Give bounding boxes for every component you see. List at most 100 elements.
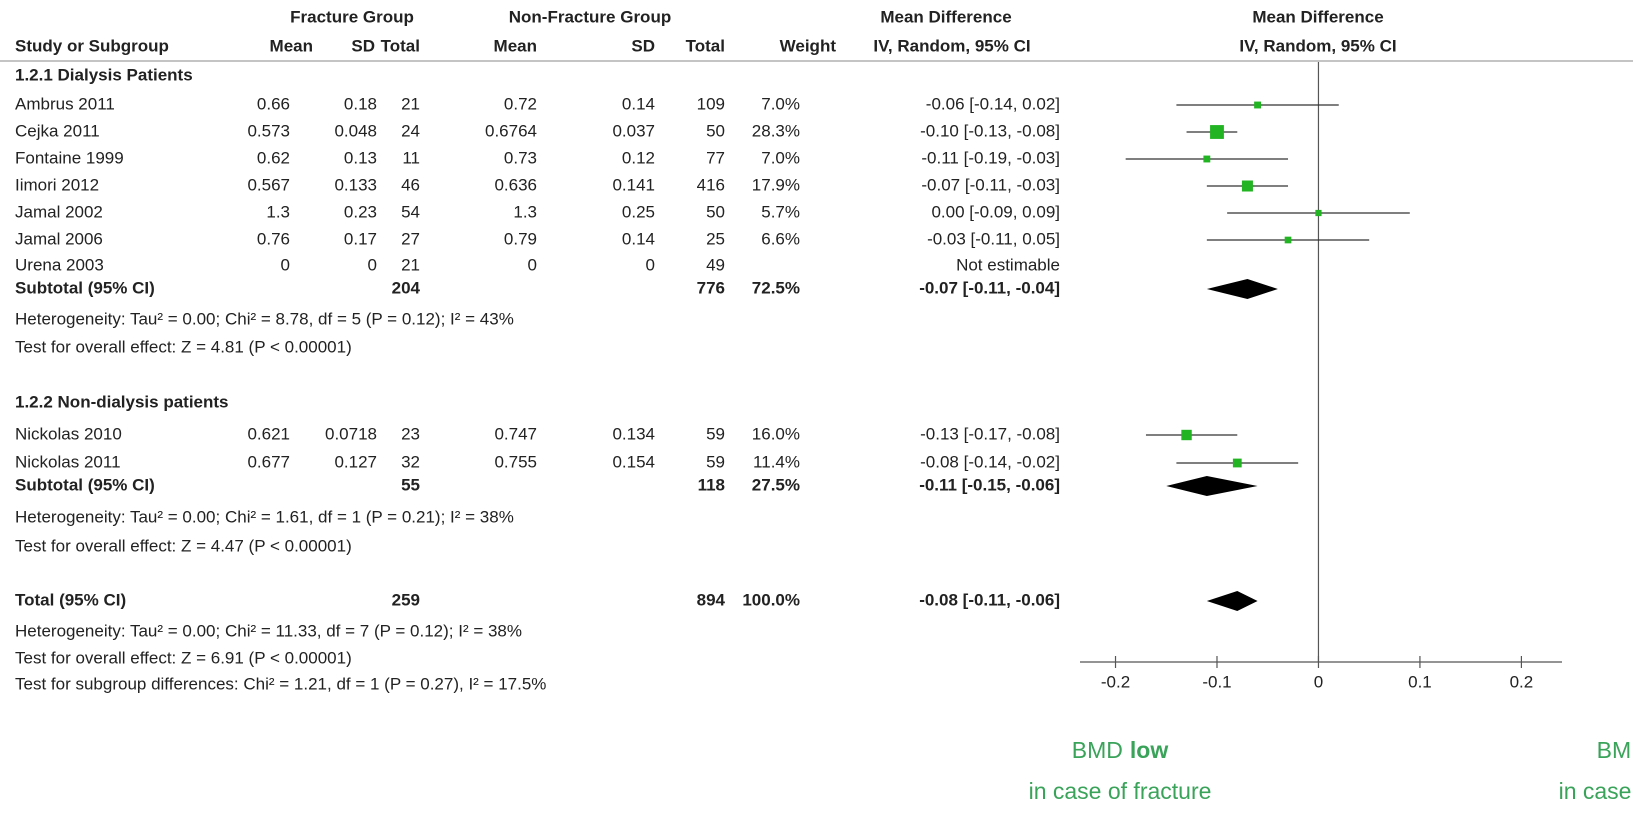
cell-sd2: 0 [646,255,655,274]
cell-sd2: 0.12 [622,148,655,167]
cell-sd2: 0.141 [612,175,655,194]
weight-square [1284,236,1292,244]
cell-mean1: 0.567 [247,175,290,194]
weight: 6.6% [761,229,800,248]
subtotal-name: Subtotal (95% CI) [15,475,155,494]
cell-mean2: 0.72 [504,94,537,113]
cell-mean2: 0.747 [494,424,537,443]
column-header: Mean [270,36,313,55]
weight: 7.0% [761,94,800,113]
right-direction-label-line2: in case of fracture [1559,778,1633,804]
weight: 28.3% [752,121,800,140]
left-direction-label-emphasis: low [1130,737,1168,763]
effect-ci: -0.03 [-0.11, 0.05] [927,229,1060,248]
weight: 5.7% [761,202,800,221]
left-direction-label: BMD low [1072,737,1169,763]
subgroup-title: 1.2.2 Non-dialysis patients [15,392,229,411]
effect-ci: -0.07 [-0.11, -0.03] [921,175,1060,194]
cell-n2: 894 [697,590,726,609]
column-header: Study or Subgroup [15,36,169,55]
cell-n2: 416 [697,175,725,194]
cell-n2: 25 [706,229,725,248]
cell-mean1: 0.76 [257,229,290,248]
cell-sd2: 0.14 [622,94,655,113]
cell-mean2: 0.73 [504,148,537,167]
column-header: Mean [494,36,537,55]
left-direction-label-prefix: BMD [1072,737,1123,763]
cell-n2: 50 [706,202,725,221]
diamond [1206,591,1258,611]
x-tick-label: 0.2 [1510,672,1534,691]
cell-sd1: 0.23 [344,202,377,221]
cell-n2: 49 [706,255,725,274]
cell-n2: 77 [706,148,725,167]
cell-sd2: 0.037 [612,121,655,140]
cell-n1: 21 [401,255,420,274]
cell-sd1: 0.17 [344,229,377,248]
cell-mean2: 0.6764 [485,121,537,140]
weight: 27.5% [752,475,800,494]
cell-mean2: 1.3 [513,202,537,221]
study-name: Iimori 2012 [15,175,99,194]
x-tick-label: 0.1 [1408,672,1432,691]
effect-ci: -0.10 [-0.13, -0.08] [920,121,1060,140]
effect-ci: -0.06 [-0.14, 0.02] [926,94,1060,113]
weight-square [1232,458,1242,468]
cell-n2: 50 [706,121,725,140]
cell-mean1: 0.621 [247,424,290,443]
cell-n2: 109 [697,94,725,113]
effect-subheader: IV, Random, 95% CI [873,36,1030,55]
cell-sd2: 0.14 [622,229,655,248]
effect-ci: 0.00 [-0.09, 0.09] [931,202,1060,221]
column-header: SD [631,36,655,55]
effect-ci: -0.11 [-0.15, -0.06] [919,475,1060,494]
cell-mean1: 0.62 [257,148,290,167]
cell-n1: 204 [392,278,421,297]
total-name: Total (95% CI) [15,590,126,609]
column-header: Total [381,36,420,55]
cell-n2: 59 [706,452,725,471]
right-direction-label: BMDhigh [1597,737,1633,763]
cell-mean1: 0 [281,255,290,274]
effect-ci: -0.11 [-0.19, -0.03] [921,148,1060,167]
plot-header: Mean Difference [1252,7,1383,26]
overall-effect: Test for overall effect: Z = 6.91 (P < 0… [15,648,352,667]
heterogeneity: Heterogeneity: Tau² = 0.00; Chi² = 8.78,… [15,309,514,328]
weight: 16.0% [752,424,800,443]
cell-sd1: 0.0718 [325,424,377,443]
x-tick-label: -0.2 [1101,672,1130,691]
column-header: Total [686,36,725,55]
column-header: Weight [780,36,837,55]
plot-subheader: IV, Random, 95% CI [1239,36,1396,55]
weight-square [1203,155,1211,163]
group-header: Fracture Group [290,7,414,26]
cell-n1: 24 [401,121,420,140]
study-name: Jamal 2002 [15,202,103,221]
overall-effect: Test for overall effect: Z = 4.47 (P < 0… [15,536,352,555]
weight-square [1315,209,1322,217]
cell-sd1: 0.18 [344,94,377,113]
cell-mean1: 0.677 [247,452,290,471]
weight: 100.0% [742,590,800,609]
study-name: Nickolas 2011 [15,452,121,471]
effect-ci: -0.07 [-0.11, -0.04] [919,278,1060,297]
x-tick-label: 0 [1314,672,1323,691]
cell-mean1: 0.66 [257,94,290,113]
weight-square [1181,429,1192,441]
cell-n1: 54 [401,202,420,221]
cell-sd1: 0.127 [334,452,377,471]
effect-ci: -0.08 [-0.11, -0.06] [919,590,1060,609]
cell-n1: 55 [401,475,420,494]
cell-mean2: 0.79 [504,229,537,248]
cell-n1: 46 [401,175,420,194]
heterogeneity: Heterogeneity: Tau² = 0.00; Chi² = 11.33… [15,621,522,640]
cell-n1: 32 [401,452,420,471]
effect-ci: Not estimable [956,255,1060,274]
cell-n1: 27 [401,229,420,248]
cell-n1: 21 [401,94,420,113]
subtotal-name: Subtotal (95% CI) [15,278,155,297]
weight: 11.4% [753,452,800,471]
effect-ci: -0.08 [-0.14, -0.02] [920,452,1060,471]
